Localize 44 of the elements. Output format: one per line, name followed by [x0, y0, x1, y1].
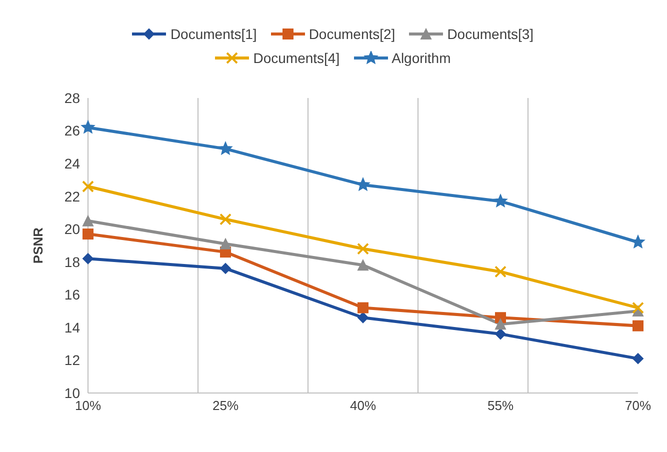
- y-tick-label: 12: [64, 352, 80, 368]
- legend-label: Documents[1]: [170, 26, 257, 42]
- y-tick-label: 18: [64, 254, 80, 270]
- point: [82, 228, 94, 240]
- point: [495, 328, 506, 340]
- point: [632, 302, 644, 314]
- legend-label: Documents[2]: [308, 26, 396, 42]
- y-tick-label: 16: [64, 286, 80, 303]
- x-tick-label: 40%: [350, 398, 376, 414]
- point: [82, 253, 94, 264]
- point: [357, 242, 369, 255]
- y-tick-label: 20: [64, 221, 80, 238]
- y-tick-label: 26: [64, 122, 80, 139]
- point: [82, 180, 94, 192]
- point: [81, 120, 95, 134]
- y-tick-label: 14: [64, 319, 80, 336]
- x-tick-label: 55%: [487, 398, 514, 414]
- point: [220, 262, 231, 274]
- legend-label: Documents[3]: [447, 26, 534, 42]
- point: [631, 235, 645, 248]
- point: [495, 318, 506, 330]
- x-tick-label: 70%: [624, 398, 652, 414]
- x-tick-label: 10%: [74, 398, 102, 414]
- y-tick-label: 10: [64, 384, 80, 401]
- point: [218, 142, 232, 155]
- y-tick-label: 22: [64, 188, 80, 204]
- legend-label: Documents[4]: [253, 50, 340, 66]
- x-tick-label: 25%: [212, 398, 239, 414]
- point: [495, 312, 506, 324]
- y-tick-label: 24: [64, 156, 80, 172]
- point: [220, 213, 232, 226]
- point: [494, 266, 506, 278]
- y-tick-label: 28: [64, 90, 80, 106]
- point: [220, 238, 231, 250]
- point: [358, 302, 368, 314]
- y-axis-title: PSNR: [30, 226, 46, 264]
- point: [632, 320, 644, 332]
- point: [358, 312, 368, 324]
- point: [82, 215, 94, 226]
- point: [494, 194, 508, 208]
- point: [632, 353, 644, 364]
- legend-label: Algorithm: [392, 50, 451, 66]
- point: [356, 178, 370, 191]
- point: [358, 260, 368, 271]
